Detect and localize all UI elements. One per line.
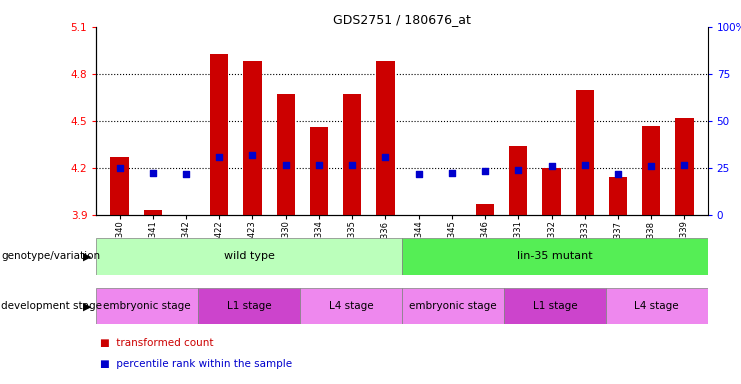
Point [180, 171, 192, 177]
Bar [402, 288, 504, 324]
Point [413, 171, 425, 177]
Bar [605, 288, 708, 324]
Point [679, 162, 691, 168]
Point [479, 168, 491, 174]
Text: L4 stage: L4 stage [634, 301, 679, 311]
Text: ▶: ▶ [83, 301, 92, 311]
Title: GDS2751 / 180676_at: GDS2751 / 180676_at [333, 13, 471, 26]
Text: L1 stage: L1 stage [533, 301, 577, 311]
Bar [376, 61, 394, 215]
Text: embryonic stage: embryonic stage [409, 301, 496, 311]
Bar [402, 238, 708, 275]
Bar [210, 53, 228, 215]
Text: L1 stage: L1 stage [227, 301, 271, 311]
Text: ▶: ▶ [83, 251, 92, 262]
Point [579, 162, 591, 168]
Bar [198, 288, 300, 324]
Bar [300, 288, 402, 324]
Text: development stage: development stage [1, 301, 102, 311]
Text: genotype/variation: genotype/variation [1, 251, 101, 262]
Text: embryonic stage: embryonic stage [104, 301, 191, 311]
Point [645, 163, 657, 169]
Bar [343, 94, 362, 215]
Point [545, 163, 557, 169]
Point [446, 170, 458, 176]
Bar [243, 61, 262, 215]
Text: ■  percentile rank within the sample: ■ percentile rank within the sample [100, 359, 292, 369]
Point [379, 154, 391, 160]
Bar [476, 204, 494, 215]
Bar [642, 126, 660, 215]
Point [247, 152, 259, 159]
Bar [542, 168, 561, 215]
Bar [144, 210, 162, 215]
Bar [675, 118, 694, 215]
Bar [509, 146, 528, 215]
Point [346, 162, 358, 168]
Point [213, 154, 225, 160]
Text: ■  transformed count: ■ transformed count [100, 338, 213, 348]
Bar [504, 288, 605, 324]
Bar [110, 157, 129, 215]
Text: L4 stage: L4 stage [329, 301, 373, 311]
Bar [276, 94, 295, 215]
Point [280, 162, 292, 168]
Bar [96, 238, 402, 275]
Point [313, 162, 325, 168]
Bar [96, 288, 198, 324]
Point [612, 171, 624, 177]
Point [147, 170, 159, 176]
Bar [609, 177, 627, 215]
Bar [310, 127, 328, 215]
Text: wild type: wild type [224, 251, 275, 262]
Point [113, 165, 125, 171]
Point [512, 167, 524, 173]
Text: lin-35 mutant: lin-35 mutant [517, 251, 593, 262]
Bar [576, 89, 594, 215]
